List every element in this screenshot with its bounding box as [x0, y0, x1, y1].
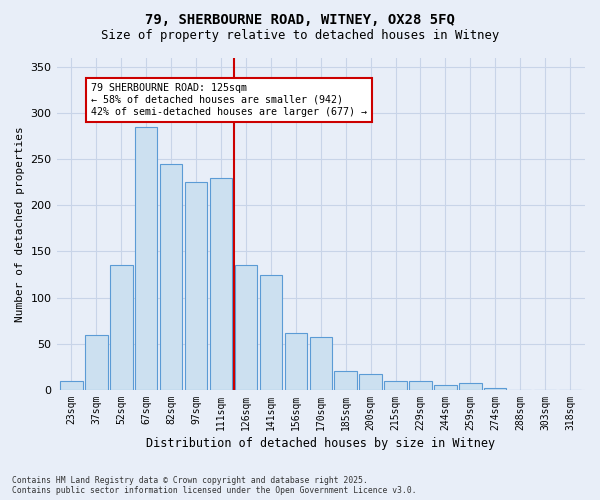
Text: 79, SHERBOURNE ROAD, WITNEY, OX28 5FQ: 79, SHERBOURNE ROAD, WITNEY, OX28 5FQ: [145, 12, 455, 26]
Bar: [110, 266, 133, 390]
Bar: [284, 332, 307, 390]
Bar: [85, 334, 107, 390]
Bar: [210, 178, 232, 390]
Bar: [409, 380, 431, 390]
Bar: [359, 374, 382, 390]
Bar: [260, 274, 282, 390]
X-axis label: Distribution of detached houses by size in Witney: Distribution of detached houses by size …: [146, 437, 496, 450]
Bar: [459, 384, 482, 390]
Bar: [235, 266, 257, 390]
Text: 79 SHERBOURNE ROAD: 125sqm
← 58% of detached houses are smaller (942)
42% of sem: 79 SHERBOURNE ROAD: 125sqm ← 58% of deta…: [91, 84, 367, 116]
Bar: [310, 338, 332, 390]
Bar: [334, 372, 357, 390]
Text: Size of property relative to detached houses in Witney: Size of property relative to detached ho…: [101, 28, 499, 42]
Y-axis label: Number of detached properties: Number of detached properties: [15, 126, 25, 322]
Bar: [135, 127, 157, 390]
Bar: [160, 164, 182, 390]
Bar: [60, 380, 83, 390]
Bar: [385, 380, 407, 390]
Bar: [434, 386, 457, 390]
Text: Contains HM Land Registry data © Crown copyright and database right 2025.
Contai: Contains HM Land Registry data © Crown c…: [12, 476, 416, 495]
Bar: [185, 182, 208, 390]
Bar: [484, 388, 506, 390]
